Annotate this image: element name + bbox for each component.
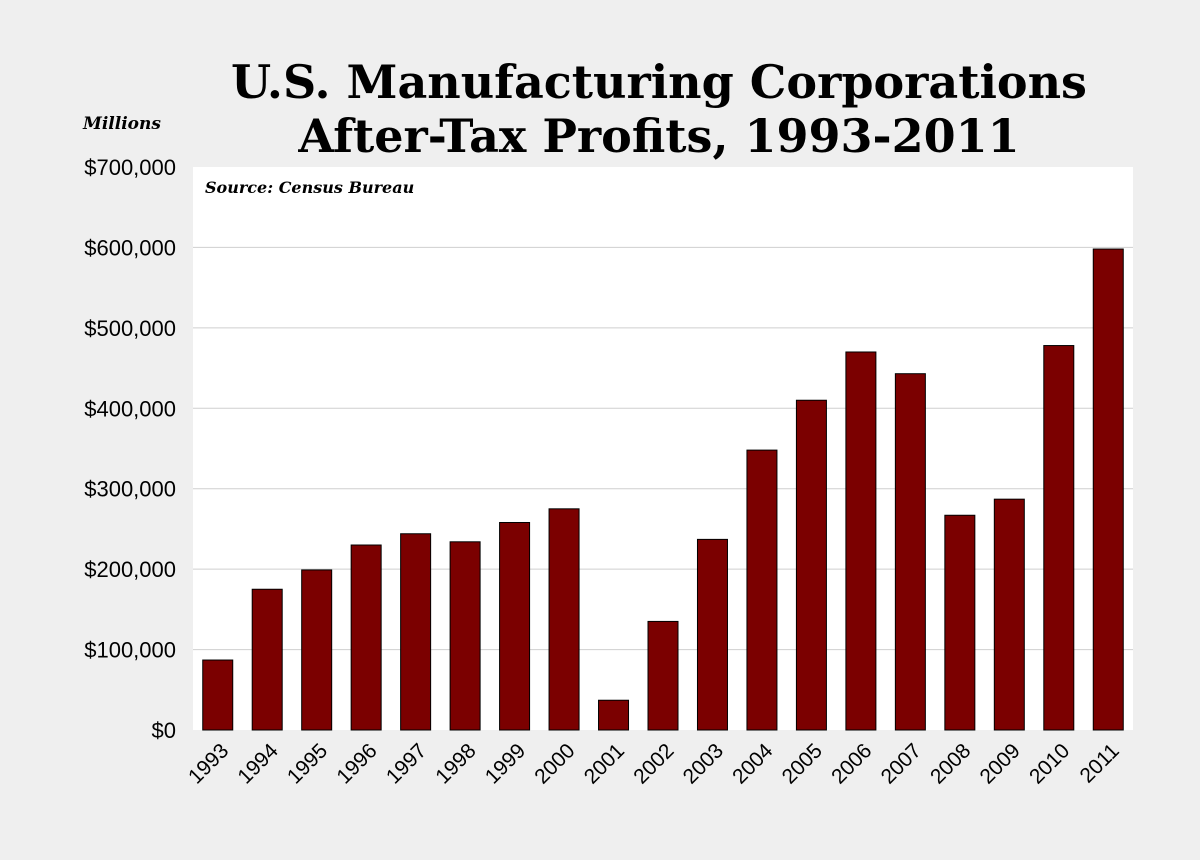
x-tick-label: 1994: [233, 739, 283, 789]
bars: [202, 248, 1124, 731]
x-tick-label: 2005: [778, 739, 827, 788]
x-tick-label: 2002: [629, 739, 678, 788]
x-tick-label: 2003: [679, 739, 728, 788]
bar-2008: [944, 514, 976, 731]
x-tick-label: 1997: [382, 739, 431, 788]
x-tick-label: 1998: [431, 739, 480, 788]
gridlines: [193, 246, 1133, 651]
source-note: Source: Census Bureau: [205, 178, 414, 197]
x-tick-label: 1993: [184, 739, 233, 788]
y-tick-label: $700,000: [84, 155, 176, 180]
bar-2001: [598, 699, 630, 731]
chart-title-line-2: After-Tax Profits, 1993-2011: [297, 109, 1019, 163]
y-tick-label: $200,000: [84, 557, 176, 582]
x-tick-label: 2004: [728, 739, 778, 789]
y-tick-label: $600,000: [84, 235, 176, 260]
bar-2005: [795, 399, 827, 731]
bar-2004: [746, 449, 778, 731]
x-tick-label: 2006: [827, 739, 876, 788]
bar-2010: [1043, 345, 1075, 731]
x-tick-label: 2001: [580, 739, 629, 788]
y-tick-label: $500,000: [84, 316, 176, 341]
x-tick-label: 2011: [1076, 739, 1124, 787]
bar-2009: [993, 498, 1025, 731]
x-tick-label: 2010: [1025, 739, 1074, 788]
y-tick-label: $400,000: [84, 396, 176, 421]
x-tick-label: 2007: [877, 739, 926, 788]
y-tick-label: $0: [152, 718, 176, 743]
y-axis-ticks: $0 $100,000 $200,000 $300,000 $400,000 $500,0…: [84, 155, 176, 743]
x-tick-label: 1996: [332, 739, 381, 788]
x-axis-ticks: 1993 1994 1995 1996 1997 1998 1999 2000 2001 2002…: [184, 739, 1124, 789]
y-tick-label: $100,000: [84, 638, 176, 663]
bar-2006: [845, 351, 877, 731]
bar-1995: [301, 569, 333, 731]
bar-1998: [449, 541, 481, 731]
bar-1997: [400, 533, 432, 731]
bar-1994: [251, 588, 283, 731]
bar-2003: [696, 538, 728, 731]
bar-1999: [499, 521, 531, 731]
x-tick-label: 2000: [530, 739, 579, 788]
x-tick-label: 1999: [481, 739, 530, 788]
x-tick-label: 2009: [976, 739, 1025, 788]
y-tick-label: $300,000: [84, 477, 176, 502]
bar-2011: [1092, 248, 1124, 731]
x-tick-label: 2008: [926, 739, 975, 788]
chart-title-line-1: U.S. Manufacturing Corporations: [231, 55, 1087, 109]
bar-1996: [350, 544, 382, 731]
bar-2007: [894, 373, 926, 731]
bar-1993: [202, 659, 234, 731]
bar-2002: [647, 620, 679, 731]
x-tick-label: 1995: [283, 739, 332, 788]
y-units-label: Millions: [82, 114, 161, 134]
bar-2000: [548, 508, 580, 731]
